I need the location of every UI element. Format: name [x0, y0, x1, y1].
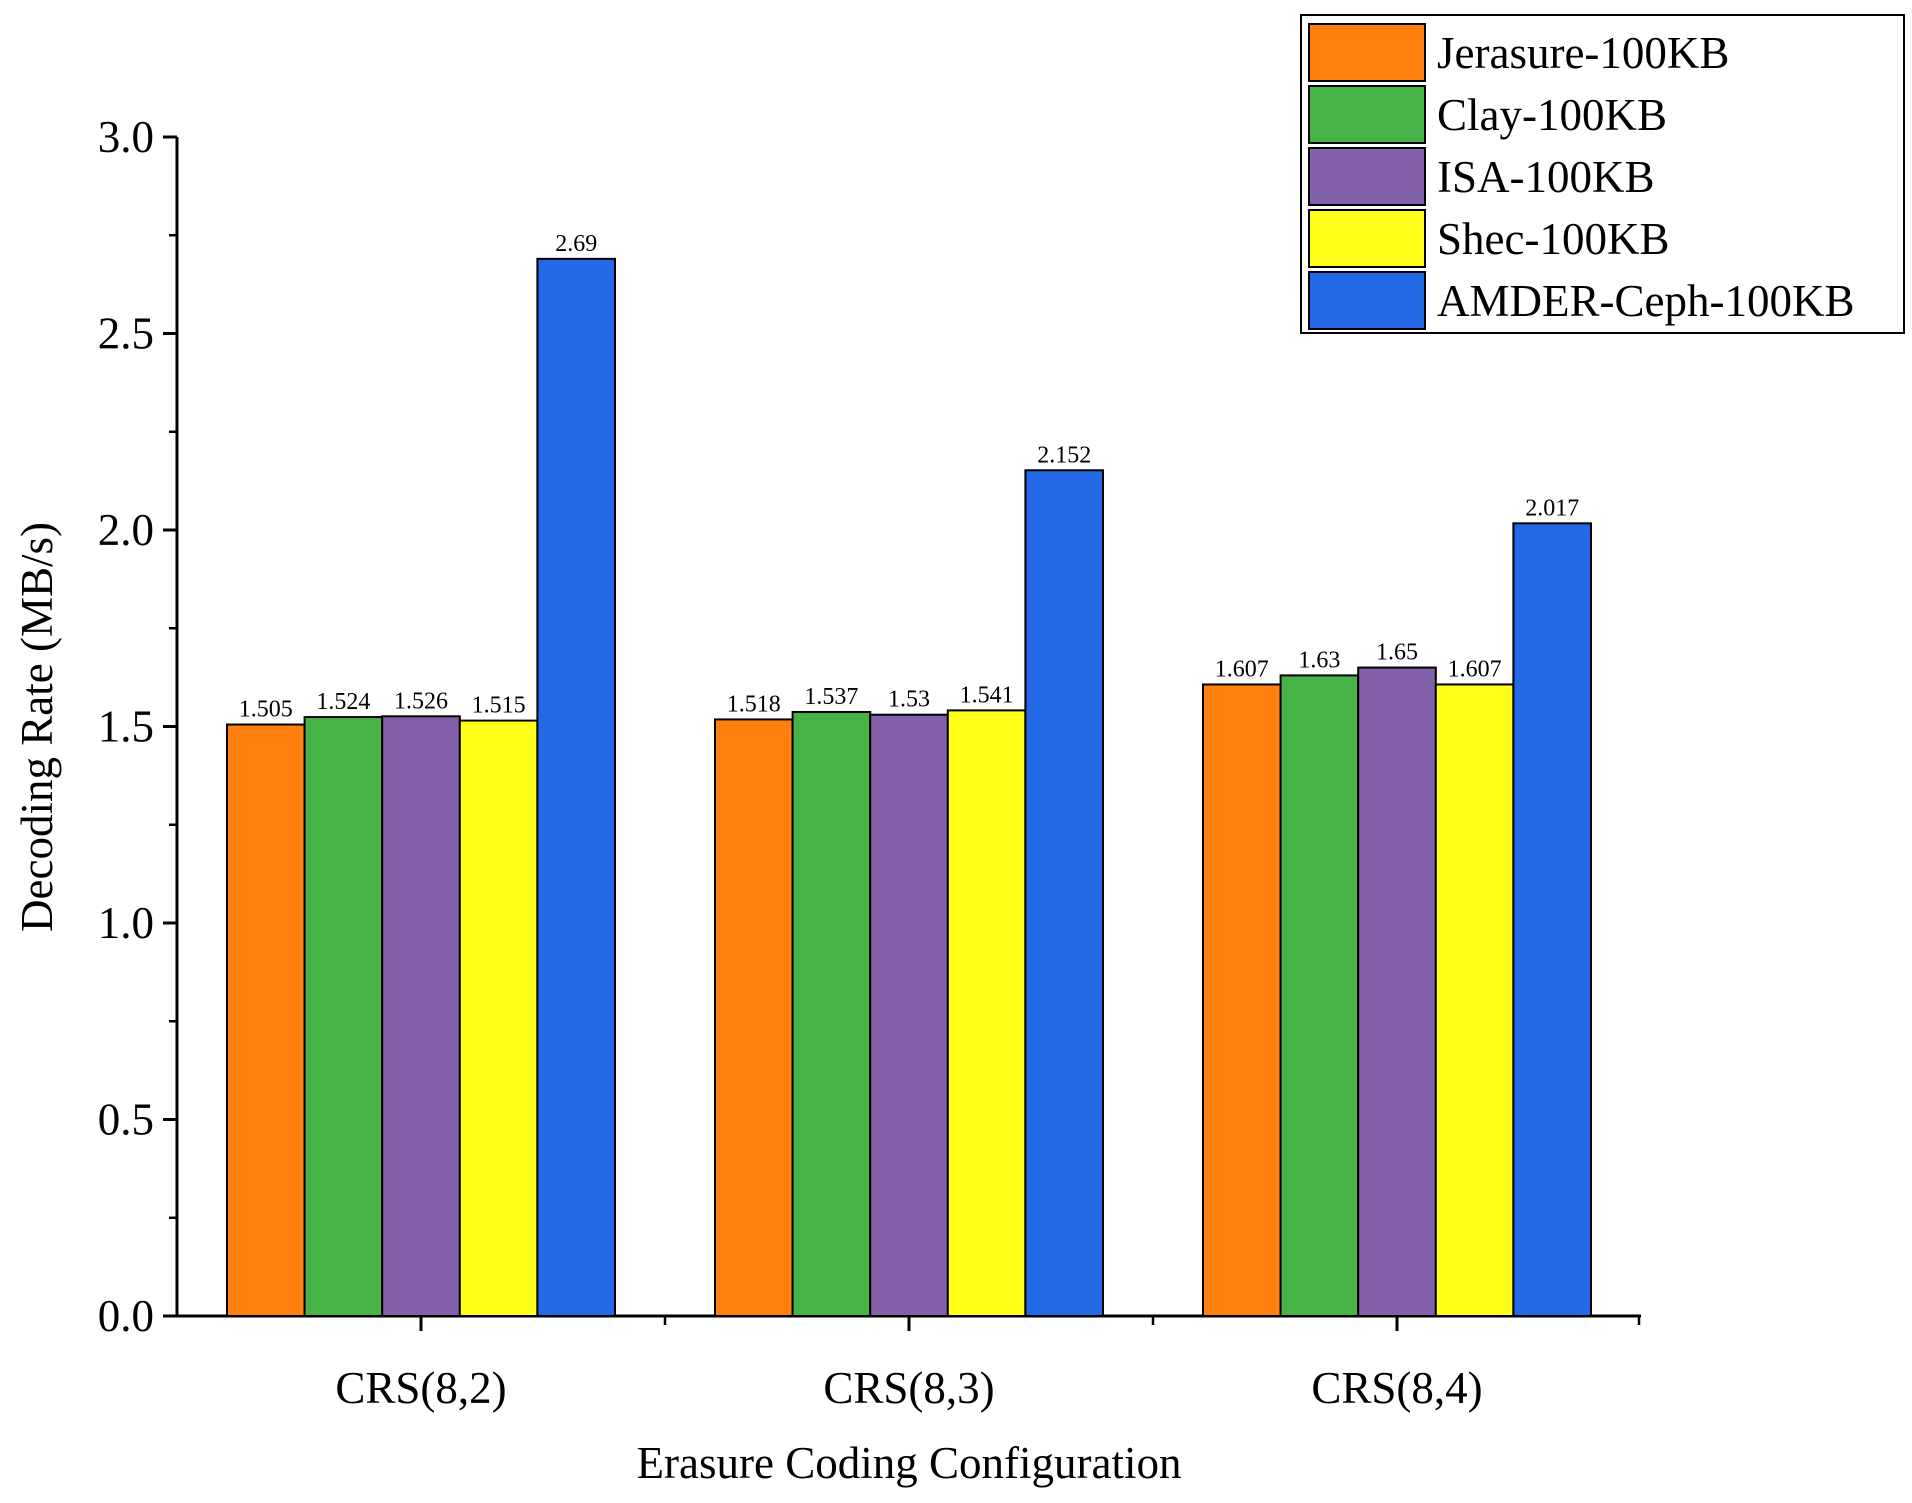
data-label: 1.526	[394, 688, 448, 714]
x-axis-title: Erasure Coding Configuration	[637, 1438, 1182, 1488]
legend-swatch	[1308, 85, 1426, 144]
data-label: 1.505	[239, 697, 293, 723]
plot-area: 0.00.51.01.52.02.53.0 CRS(8,2) CRS(8,3) CR…	[98, 112, 1641, 1413]
y-tick-label: 2.0	[98, 505, 154, 555]
bar-jerasure-100kb-1	[714, 718, 794, 1317]
data-label: 1.518	[727, 691, 781, 717]
legend-swatch	[1308, 209, 1426, 268]
data-label: 1.607	[1215, 656, 1269, 682]
y-tick-label: 1.5	[98, 702, 154, 752]
data-label: 1.537	[804, 684, 858, 710]
bar-amder-ceph-100kb-0	[536, 257, 617, 1318]
bar-amder-ceph-100kb-2	[1512, 522, 1593, 1317]
y-tick-label: 0.0	[98, 1291, 154, 1341]
y-tick-label: 2.5	[98, 309, 154, 359]
data-label: 2.69	[555, 231, 597, 257]
bar-isa-100kb-1	[869, 713, 949, 1317]
legend-swatch	[1308, 271, 1426, 330]
y-tick-label: 1.0	[98, 898, 154, 948]
y-tick-label: 0.5	[98, 1095, 154, 1145]
bar-shec-100kb-0	[458, 719, 539, 1317]
data-label: 1.607	[1448, 656, 1502, 682]
data-label: 1.65	[1376, 640, 1418, 666]
data-label: 1.524	[316, 689, 370, 715]
bars	[226, 257, 1593, 1318]
data-label: 1.53	[888, 687, 930, 713]
data-label: 1.63	[1298, 647, 1340, 673]
legend-swatch	[1308, 147, 1426, 206]
legend-label: Clay-100KB	[1437, 90, 1667, 140]
x-axis-ticks: CRS(8,2) CRS(8,3) CRS(8,4)	[335, 1316, 1641, 1413]
y-axis-ticks: 0.0 0.5 1.0 1.5 2.0 2.5 3.0	[98, 112, 177, 1341]
bar-clay-100kb-2	[1279, 674, 1360, 1317]
bar-shec-100kb-2	[1434, 683, 1515, 1317]
x-tick-label: CRS(8,3)	[823, 1363, 994, 1413]
legend: Jerasure-100KB Clay-100KB ISA-100KB Shec-10…	[1300, 14, 1905, 334]
bar-isa-100kb-0	[381, 715, 461, 1317]
bar-amder-ceph-100kb-1	[1024, 469, 1105, 1318]
legend-label: ISA-100KB	[1437, 152, 1655, 202]
y-tick-label: 3.0	[98, 112, 154, 162]
data-label: 2.152	[1037, 442, 1091, 468]
y-axis-title: Decoding Rate (MB/s)	[12, 522, 62, 932]
bar-jerasure-100kb-0	[226, 723, 306, 1317]
data-label: 1.541	[960, 682, 1014, 708]
legend-swatch	[1308, 23, 1426, 82]
legend-label: AMDER-Ceph-100KB	[1437, 276, 1854, 326]
data-label: 1.515	[472, 693, 526, 719]
bar-clay-100kb-1	[791, 710, 872, 1317]
legend-label: Jerasure-100KB	[1437, 28, 1729, 78]
bar-jerasure-100kb-2	[1202, 683, 1282, 1317]
data-label: 2.017	[1525, 495, 1579, 521]
x-tick-label: CRS(8,2)	[335, 1363, 506, 1413]
bar-clay-100kb-0	[303, 716, 384, 1317]
data-labels: 1.505 1.518 1.607 1.524 1.537 1.63 1.526 1.53 1.…	[239, 231, 1579, 723]
x-tick-label: CRS(8,4)	[1311, 1363, 1482, 1413]
bar-shec-100kb-1	[946, 709, 1027, 1317]
bar-isa-100kb-2	[1357, 666, 1437, 1317]
legend-label: Shec-100KB	[1437, 214, 1669, 264]
